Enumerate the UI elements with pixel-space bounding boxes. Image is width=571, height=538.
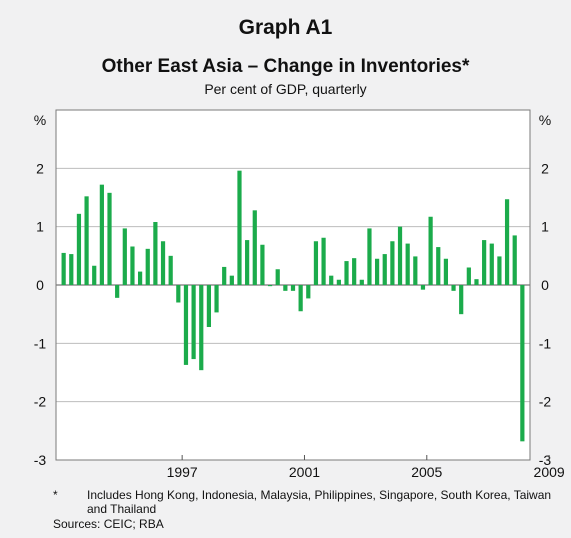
bar: [436, 247, 440, 285]
bar: [413, 256, 417, 285]
y-tick-label-left: 1: [36, 219, 44, 235]
bar: [505, 199, 509, 285]
bar: [490, 244, 494, 285]
bar: [291, 285, 295, 291]
bar: [69, 254, 73, 285]
bar: [123, 228, 127, 285]
y-tick-label-left: -2: [34, 394, 47, 410]
y-tick-label-right: 0: [541, 277, 549, 293]
bar: [383, 254, 387, 285]
bar: [444, 259, 448, 285]
bar: [329, 276, 333, 285]
bar: [474, 279, 478, 285]
bar: [299, 285, 303, 311]
bar: [169, 256, 173, 285]
y-axis-unit-left: %: [34, 112, 46, 128]
bar: [360, 280, 364, 285]
bar: [321, 238, 325, 285]
footnote-marker: *: [53, 488, 58, 502]
bar: [192, 285, 196, 359]
bar: [283, 285, 287, 291]
y-tick-label-right: 1: [541, 219, 549, 235]
bar: [375, 259, 379, 285]
bar: [306, 285, 310, 298]
bar: [390, 241, 394, 285]
bar: [451, 285, 455, 291]
bar: [222, 267, 226, 285]
footnote: * Includes Hong Kong, Indonesia, Malaysi…: [53, 488, 557, 516]
footnote-text: Includes Hong Kong, Indonesia, Malaysia,…: [53, 488, 557, 516]
bar: [230, 276, 234, 285]
bar: [459, 285, 463, 314]
x-tick-label: 2005: [411, 464, 442, 480]
bar: [184, 285, 188, 365]
bar: [513, 235, 517, 285]
bar: [245, 240, 249, 285]
bar: [314, 241, 318, 285]
y-tick-label-left: -3: [34, 452, 47, 468]
x-tick-label: 2009: [534, 464, 565, 480]
bar: [520, 285, 524, 441]
bar: [421, 285, 425, 290]
bar: [367, 228, 371, 285]
bar: [153, 222, 157, 285]
bar: [92, 266, 96, 285]
sources: Sources: CEIC; RBA: [53, 517, 164, 531]
bar: [429, 217, 433, 285]
y-tick-label-right: -2: [539, 394, 552, 410]
bar: [344, 261, 348, 285]
bar: [467, 268, 471, 286]
bar: [337, 280, 341, 285]
bar: [146, 249, 150, 285]
bar: [199, 285, 203, 370]
bar: [161, 241, 165, 285]
bar: [77, 214, 81, 285]
y-tick-label-right: 2: [541, 160, 549, 176]
y-tick-label-left: 2: [36, 160, 44, 176]
bar: [107, 193, 111, 285]
y-tick-label-right: -1: [539, 335, 552, 351]
bar: [115, 285, 119, 298]
x-tick-label: 2001: [289, 464, 320, 480]
bar: [237, 171, 241, 285]
bar: [497, 256, 501, 285]
y-axis-unit-right: %: [539, 112, 551, 128]
bar: [352, 258, 356, 285]
bar: [268, 285, 272, 286]
bar: [62, 253, 66, 285]
bar: [260, 245, 264, 285]
bar: [406, 244, 410, 285]
bar: [176, 285, 180, 303]
bar: [207, 285, 211, 327]
bar: [482, 240, 486, 285]
bar: [253, 210, 257, 285]
x-tick-label: 1997: [167, 464, 198, 480]
y-tick-label-left: 0: [36, 277, 44, 293]
bar: [84, 196, 88, 285]
y-tick-label-left: -1: [34, 335, 47, 351]
bar: [398, 227, 402, 285]
bar: [100, 185, 104, 285]
bar: [276, 269, 280, 285]
bar: [130, 247, 134, 286]
bar: [214, 285, 218, 312]
bar: [138, 272, 142, 285]
